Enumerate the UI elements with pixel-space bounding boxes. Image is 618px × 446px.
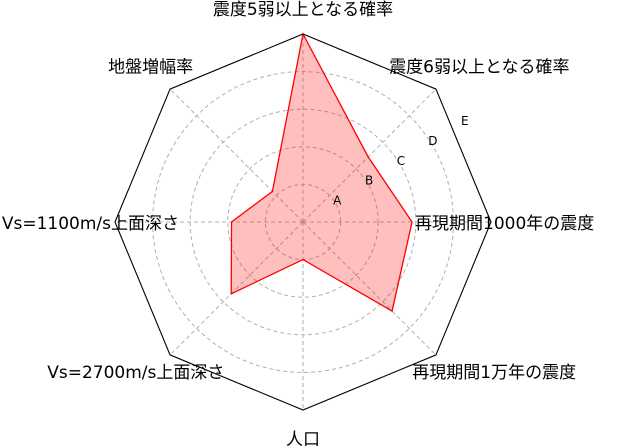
axis-label-5: Vs=2700m/s上面深さ — [47, 363, 224, 383]
chart-frame — [114, 33, 492, 411]
grid-spoke-1 — [302, 88, 437, 223]
level-tick-D: D — [428, 134, 437, 148]
series-layer — [230, 32, 413, 313]
axis-label-0: 震度5弱以上となる確率 — [213, 0, 393, 20]
grid-ring-2 — [227, 146, 379, 298]
axis-label-6: Vs=1100m/s上面深さ — [2, 214, 179, 234]
grid-spoke-7 — [169, 88, 304, 223]
axis-label-3: 再現期間1万年の震度 — [412, 363, 576, 383]
axis-label-1: 震度6弱以上となる確率 — [389, 58, 569, 78]
tick-label-layer: A B C D E — [333, 114, 468, 208]
axis-label-2: 再現期間1000年の震度 — [415, 214, 594, 234]
grid-spoke-5 — [169, 221, 304, 356]
axis-label-7: 地盤増幅率 — [108, 58, 193, 78]
grid-layer — [115, 34, 491, 410]
level-tick-E: E — [461, 114, 469, 128]
level-tick-A: A — [333, 194, 342, 208]
axis-label-layer: 震度5弱以上となる確率震度6弱以上となる確率再現期間1000年の震度再現期間1万… — [2, 0, 594, 446]
level-tick-C: C — [397, 154, 405, 168]
grid-spoke-3 — [302, 221, 437, 356]
axis-label-4: 人口 — [286, 430, 320, 446]
outline-layer — [114, 33, 492, 411]
series-polygon-0 — [230, 32, 413, 313]
level-tick-B: B — [365, 174, 373, 188]
